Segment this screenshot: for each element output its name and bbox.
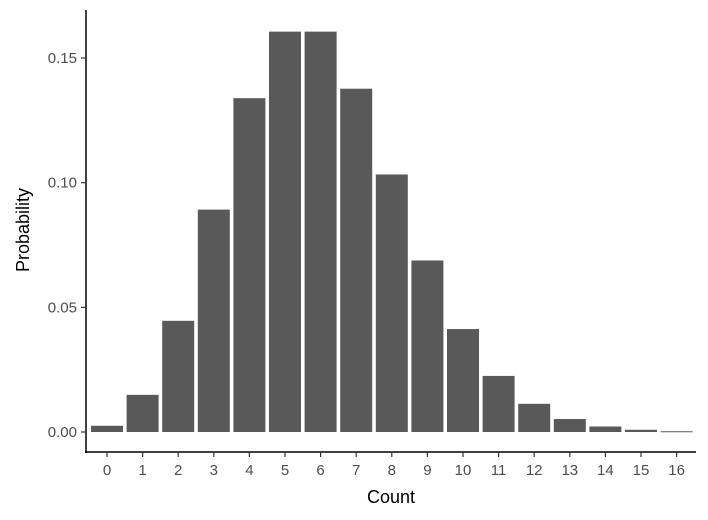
x-tick-label: 4 <box>245 462 253 479</box>
x-tick-label: 6 <box>316 462 324 479</box>
x-tick-label: 16 <box>668 462 685 479</box>
x-tick-label: 13 <box>561 462 578 479</box>
x-tick-label: 1 <box>138 462 146 479</box>
bar <box>340 88 373 432</box>
x-tick-label: 2 <box>174 462 182 479</box>
bar <box>269 31 301 432</box>
y-tick-label: 0.05 <box>48 299 77 316</box>
bar <box>233 98 266 432</box>
x-tick-label: 0 <box>103 462 111 479</box>
x-axis-ticks: 0 1 2 3 4 5 6 7 8 9 10 11 12 13 14 15 16 <box>103 452 685 479</box>
bar <box>553 419 586 432</box>
x-tick-label: 7 <box>352 462 360 479</box>
x-axis-title: Count <box>367 487 415 507</box>
y-tick-label: 0.00 <box>48 424 77 441</box>
bar <box>589 426 622 432</box>
y-axis-title: Probability <box>13 188 33 272</box>
bar <box>660 431 693 433</box>
bar <box>162 320 195 432</box>
x-tick-label: 12 <box>526 462 543 479</box>
x-tick-label: 5 <box>281 462 289 479</box>
bar <box>482 375 515 432</box>
x-tick-label: 11 <box>491 462 507 479</box>
x-tick-label: 14 <box>597 462 614 479</box>
x-tick-label: 15 <box>633 462 650 479</box>
bar <box>411 260 444 432</box>
bar <box>126 394 159 432</box>
x-tick-label: 8 <box>388 462 396 479</box>
y-tick-label: 0.15 <box>48 50 77 67</box>
x-tick-label: 9 <box>423 462 431 479</box>
bar <box>197 209 230 432</box>
x-tick-label: 10 <box>455 462 472 479</box>
bar <box>375 174 408 433</box>
y-axis-ticks: 0.00 0.05 0.10 0.15 <box>48 50 86 441</box>
bar <box>625 429 657 432</box>
x-tick-label: 3 <box>210 462 218 479</box>
bar <box>447 329 479 432</box>
bar <box>304 31 337 432</box>
y-tick-label: 0.10 <box>48 175 77 192</box>
bars <box>91 31 693 433</box>
bar <box>518 403 551 432</box>
bar <box>91 425 123 432</box>
